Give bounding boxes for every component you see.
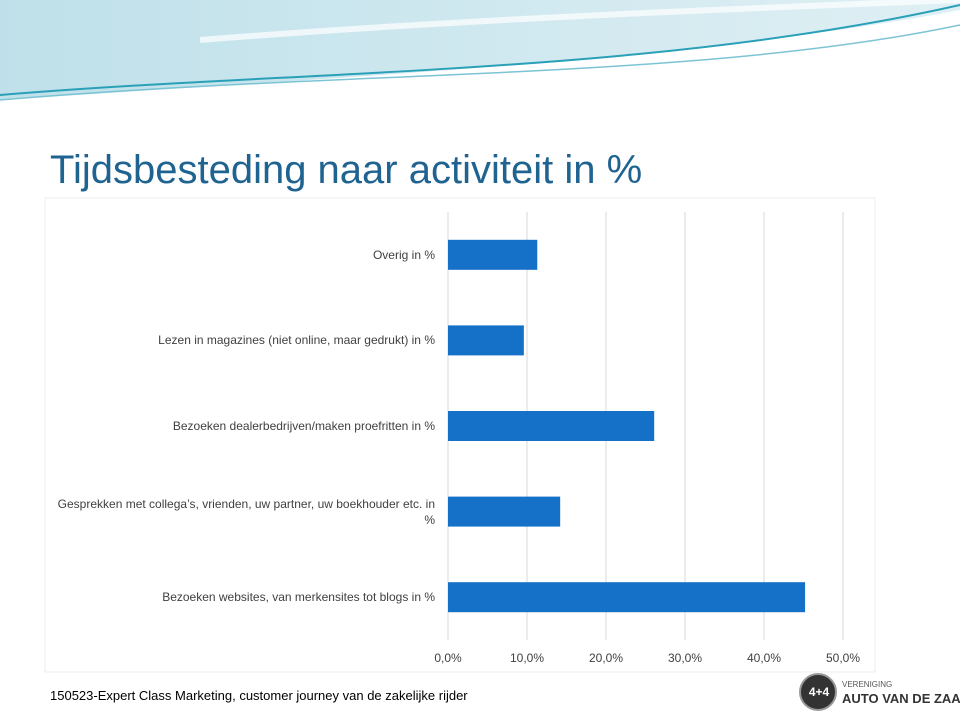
bar — [448, 325, 524, 356]
y-tick-label: Overig in % — [372, 247, 435, 262]
header-wave — [0, 24, 960, 101]
bar — [448, 496, 561, 527]
bar — [448, 411, 655, 441]
x-tick-label: 10,0% — [510, 651, 544, 665]
bar — [448, 239, 538, 270]
y-tick-label: Bezoeken websites, van merkensites tot b… — [162, 590, 435, 605]
y-tick-label: Bezoeken dealerbedrijven/maken proefritt… — [172, 419, 435, 433]
header-band — [0, 0, 960, 100]
x-tick-label: 20,0% — [589, 651, 623, 665]
x-tick-label: 0,0% — [434, 651, 462, 665]
logo-icon — [799, 673, 837, 711]
header-wave — [0, 4, 960, 96]
slide-title: Tijdsbesteding naar activiteit in % — [50, 148, 643, 192]
header-wave — [199, 0, 960, 43]
x-tick-label: 40,0% — [747, 651, 781, 665]
logo-mark: 4+4 — [809, 685, 830, 699]
y-tick-label: Gesprekken met collega’s, vrienden, uw p… — [57, 496, 435, 527]
y-tick-label: Lezen in magazines (niet online, maar ge… — [158, 333, 435, 348]
bar — [448, 582, 806, 613]
x-tick-label: 30,0% — [668, 651, 702, 665]
logo-top: VERENIGING — [842, 680, 892, 689]
logo-name: AUTO VAN DE ZAAK — [842, 691, 960, 706]
footer: 150523-Expert Class Marketing, customer … — [50, 688, 468, 703]
x-tick-label: 50,0% — [826, 651, 860, 665]
